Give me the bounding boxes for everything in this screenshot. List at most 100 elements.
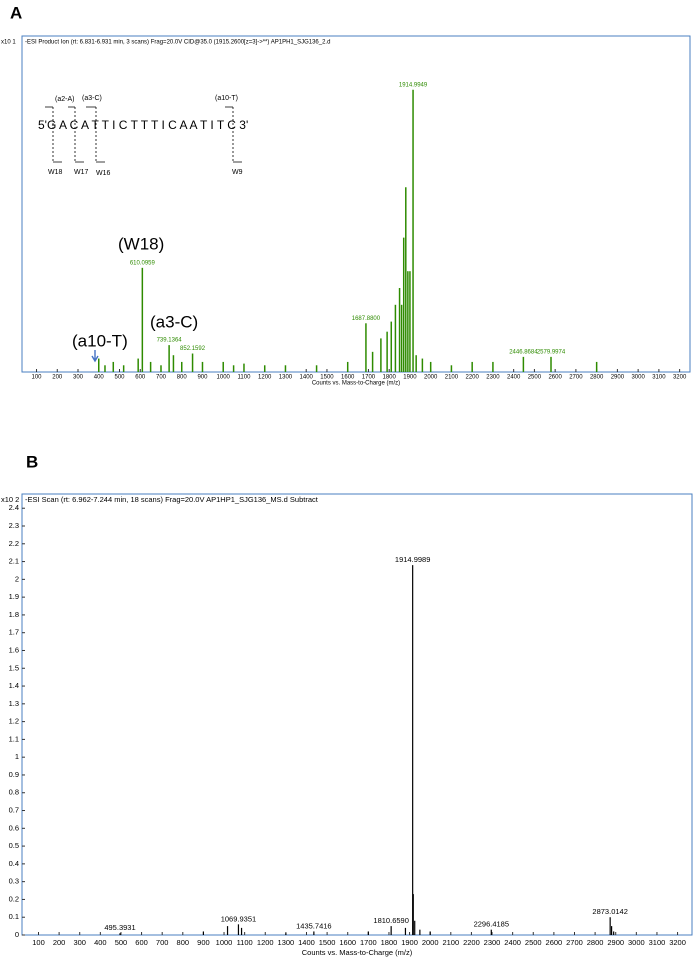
x-tick-label: 800 bbox=[177, 375, 188, 381]
x-tick-label: 1300 bbox=[278, 938, 295, 947]
x-tick-label: 2500 bbox=[528, 375, 542, 381]
x-tick-label: 2000 bbox=[422, 938, 439, 947]
peak-label: 1069.9351 bbox=[221, 914, 256, 923]
x-tick-label: 100 bbox=[32, 375, 43, 381]
chart-title: -ESI Scan (rt: 6.962-7.244 min, 18 scans… bbox=[25, 495, 319, 504]
x-tick-label: 400 bbox=[94, 938, 107, 947]
peak-label: 1687.8800 bbox=[352, 316, 381, 322]
y-tick-label: 0.3 bbox=[9, 877, 19, 886]
y-tick-label: 0.5 bbox=[9, 841, 19, 850]
x-tick-label: 1700 bbox=[360, 938, 377, 947]
peak-label: 852.1592 bbox=[180, 346, 206, 352]
x-tick-label: 2800 bbox=[590, 375, 604, 381]
y-tick-label: 0.9 bbox=[9, 770, 19, 779]
x-tick-label: 1200 bbox=[258, 375, 272, 381]
x-tick-label: 200 bbox=[53, 938, 66, 947]
x-tick-label: 700 bbox=[156, 375, 167, 381]
fragment-label: (a3-C) bbox=[150, 312, 198, 331]
peak-label: 739.1364 bbox=[157, 338, 183, 344]
peak-label: 2446.8684 bbox=[509, 349, 538, 355]
y-tick-label: 2.3 bbox=[9, 521, 19, 530]
x-tick-label: 600 bbox=[135, 938, 148, 947]
x-tick-label: 2800 bbox=[587, 938, 604, 947]
plot-frame bbox=[21, 35, 691, 373]
x-tick-label: 2300 bbox=[484, 938, 501, 947]
y-tick-label: 1.5 bbox=[9, 663, 19, 672]
peak-label: 2579.9974 bbox=[537, 349, 566, 355]
x-tick-label: 1300 bbox=[279, 375, 293, 381]
x-tick-label: 1800 bbox=[381, 938, 398, 947]
chart-title: -ESI Product Ion (rt: 6.831-6.931 min, 3… bbox=[25, 40, 330, 46]
y-tick-label: 0.4 bbox=[9, 859, 19, 868]
x-tick-label: 2700 bbox=[569, 375, 583, 381]
y-tick-label: 0 bbox=[15, 930, 19, 939]
peak-label: 2873.0142 bbox=[592, 907, 627, 916]
x-tick-label: 1700 bbox=[362, 375, 376, 381]
x-tick-label: 3100 bbox=[649, 938, 666, 947]
x-tick-label: 3000 bbox=[631, 375, 645, 381]
y-tick-label: 0.6 bbox=[9, 823, 19, 832]
y-tick-label: 1.9 bbox=[9, 592, 19, 601]
panel-label: B bbox=[26, 452, 38, 471]
x-tick-label: 3200 bbox=[669, 938, 686, 947]
x-tick-label: 1600 bbox=[339, 938, 356, 947]
peak-label: 495.3931 bbox=[104, 923, 135, 932]
y-tick-label: 0.1 bbox=[9, 912, 19, 921]
x-tick-label: 1600 bbox=[341, 375, 355, 381]
x-tick-label: 500 bbox=[114, 375, 125, 381]
x-tick-label: 1200 bbox=[257, 938, 274, 947]
fragment-label: W9 bbox=[232, 169, 243, 176]
x-tick-label: 1900 bbox=[403, 375, 417, 381]
x-tick-label: 2900 bbox=[607, 938, 624, 947]
x-tick-label: 1800 bbox=[383, 375, 397, 381]
y-tick-label: 2.4 bbox=[9, 503, 19, 512]
x-tick-label: 3100 bbox=[652, 375, 666, 381]
y-tick-label: 1.1 bbox=[9, 734, 19, 743]
x-tick-label: 700 bbox=[156, 938, 169, 947]
y-tick-label: 2.1 bbox=[9, 557, 19, 566]
x-tick-label: 2400 bbox=[504, 938, 521, 947]
x-tick-label: 2000 bbox=[424, 375, 438, 381]
x-tick-label: 1000 bbox=[216, 938, 233, 947]
x-axis-label: Counts vs. Mass-to-Charge (m/z) bbox=[312, 381, 400, 387]
plot-frame bbox=[21, 493, 693, 936]
x-tick-label: 2200 bbox=[463, 938, 480, 947]
y-tick-label: 0.8 bbox=[9, 788, 19, 797]
y-tick-label: 1.8 bbox=[9, 610, 19, 619]
fragment-label: W17 bbox=[74, 169, 89, 176]
peak-label: 1914.9949 bbox=[399, 82, 428, 88]
y-tick-label: 2.2 bbox=[9, 539, 19, 548]
y-tick-label: 1.2 bbox=[9, 717, 19, 726]
cleavage-brackets bbox=[45, 106, 242, 163]
x-tick-label: 2300 bbox=[486, 375, 500, 381]
x-tick-label: 2100 bbox=[442, 938, 459, 947]
x-tick-label: 100 bbox=[32, 938, 45, 947]
x-tick-label: 3200 bbox=[673, 375, 687, 381]
x-tick-label: 2100 bbox=[445, 375, 459, 381]
fragment-label: (a3-C) bbox=[82, 95, 102, 102]
fragment-label: W16 bbox=[96, 170, 111, 177]
x-tick-label: 1100 bbox=[238, 375, 252, 381]
y-tick-label: 2 bbox=[15, 574, 19, 583]
x-tick-label: 1000 bbox=[217, 375, 231, 381]
fragment-label: (a10-T) bbox=[215, 95, 238, 102]
x-tick-label: 2200 bbox=[465, 375, 479, 381]
sequence: 5'G A C A T T I C T T T I C A A T I T C … bbox=[38, 118, 248, 132]
x-tick-label: 2700 bbox=[566, 938, 583, 947]
x-tick-label: 1100 bbox=[237, 938, 253, 947]
peak-label: 610.0959 bbox=[130, 260, 156, 266]
y-multiplier: x10 2 bbox=[1, 495, 19, 504]
x-tick-label: 400 bbox=[94, 375, 105, 381]
peak-label: 1914.9989 bbox=[395, 555, 430, 564]
x-tick-label: 3000 bbox=[628, 938, 645, 947]
panel-label: A bbox=[10, 3, 22, 22]
x-tick-label: 2600 bbox=[548, 375, 562, 381]
y-tick-label: 1.4 bbox=[9, 681, 19, 690]
x-tick-label: 1400 bbox=[300, 375, 314, 381]
peak-label: 1435.7416 bbox=[296, 921, 331, 930]
y-tick-label: 1.7 bbox=[9, 628, 19, 637]
x-tick-label: 1500 bbox=[319, 938, 336, 947]
x-tick-label: 300 bbox=[73, 375, 84, 381]
y-tick-label: 0.2 bbox=[9, 894, 19, 903]
